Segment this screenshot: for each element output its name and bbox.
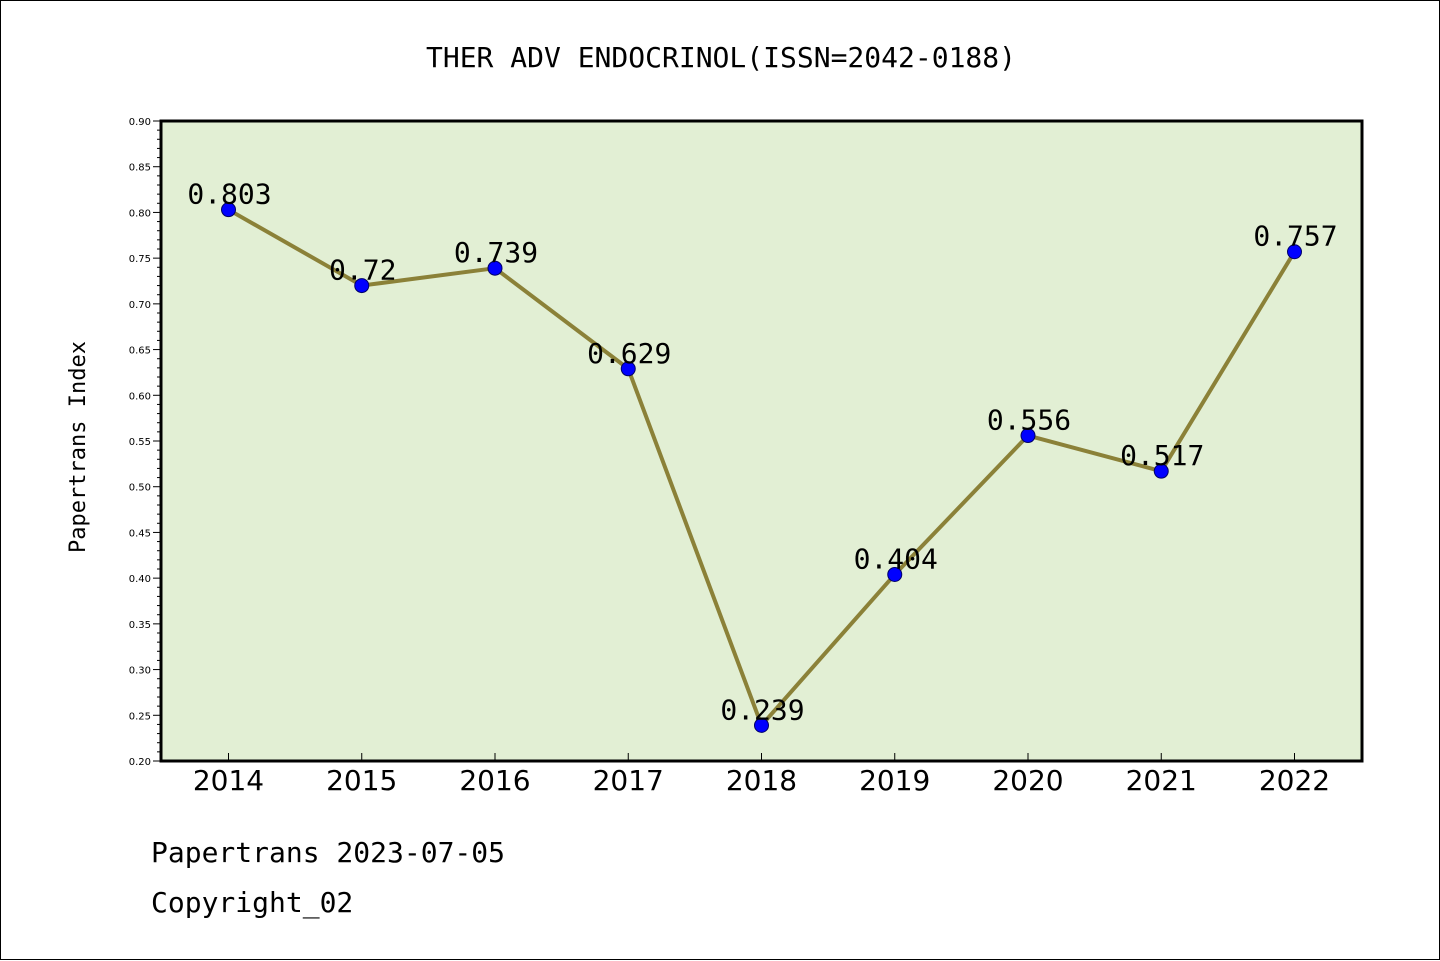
- x-tick-label: 2019: [859, 764, 930, 797]
- y-tick-label: 0.50: [129, 483, 151, 494]
- data-point: [1020, 428, 1036, 444]
- x-tick-label: 2020: [992, 764, 1063, 797]
- y-tick-label: 0.55: [129, 437, 151, 448]
- x-tick-label: 2015: [326, 764, 397, 797]
- x-tick-label: 2017: [593, 764, 664, 797]
- x-tick-label: 2018: [726, 764, 797, 797]
- data-point: [1153, 463, 1169, 479]
- y-tick-label: 0.40: [129, 574, 151, 585]
- y-tick-label: 0.60: [129, 391, 151, 402]
- y-tick-label: 0.85: [129, 163, 151, 174]
- data-point: [1287, 244, 1302, 260]
- data-label: 0.517: [1120, 439, 1204, 472]
- x-tick-label: 2021: [1126, 764, 1197, 797]
- data-label: 0.556: [987, 404, 1071, 437]
- y-tick-label: 0.20: [129, 757, 151, 768]
- data-point: [354, 278, 370, 294]
- y-tick-label: 0.75: [129, 254, 151, 265]
- data-label: 0.803: [187, 178, 271, 211]
- y-tick-label: 0.80: [129, 208, 151, 219]
- y-axis-ticks: 0.20 0.25 0.30 0.35 0.40 0.45 0.50 0.55 0.60 0.65…: [129, 117, 161, 768]
- y-tick-label: 0.90: [129, 117, 151, 128]
- y-tick-label: 0.45: [129, 528, 151, 539]
- data-label: 0.239: [720, 693, 804, 726]
- data-label: 0.404: [854, 542, 938, 575]
- data-label: 0.629: [587, 337, 671, 370]
- chart-title: THER ADV ENDOCRINOL(ISSN=2042-0188): [426, 41, 1016, 74]
- data-point: [487, 260, 503, 276]
- y-tick-label: 0.35: [129, 620, 151, 631]
- data-point: [887, 566, 903, 582]
- y-tick-label: 0.30: [129, 666, 151, 677]
- data-point: [754, 717, 769, 733]
- data-point: [620, 361, 636, 377]
- data-labels: 0.803 0.72 0.739 0.629 0.239 0.404 0.556 0.517 0…: [187, 178, 1337, 727]
- footer-copyright: Copyright_02: [151, 886, 354, 919]
- x-tick-label: 2014: [193, 764, 264, 797]
- y-tick-label: 0.65: [129, 346, 151, 357]
- footer-date: Papertrans 2023-07-05: [151, 836, 506, 869]
- y-tick-label: 0.70: [129, 300, 151, 311]
- data-label: 0.739: [454, 236, 538, 269]
- y-tick-label: 0.25: [129, 711, 151, 722]
- y-axis-label: Papertrans Index: [66, 341, 91, 553]
- x-axis-ticks: 2014 2015 2016 2017 2018 2019 2020 2021 2022: [193, 753, 1330, 797]
- x-tick-label: 2022: [1259, 764, 1330, 797]
- x-tick-label: 2016: [459, 764, 530, 797]
- data-label: 0.757: [1253, 220, 1337, 253]
- data-label: 0.72: [329, 254, 396, 287]
- plot-area: [159, 119, 1364, 763]
- data-point: [221, 202, 236, 218]
- data-markers: [221, 202, 1302, 733]
